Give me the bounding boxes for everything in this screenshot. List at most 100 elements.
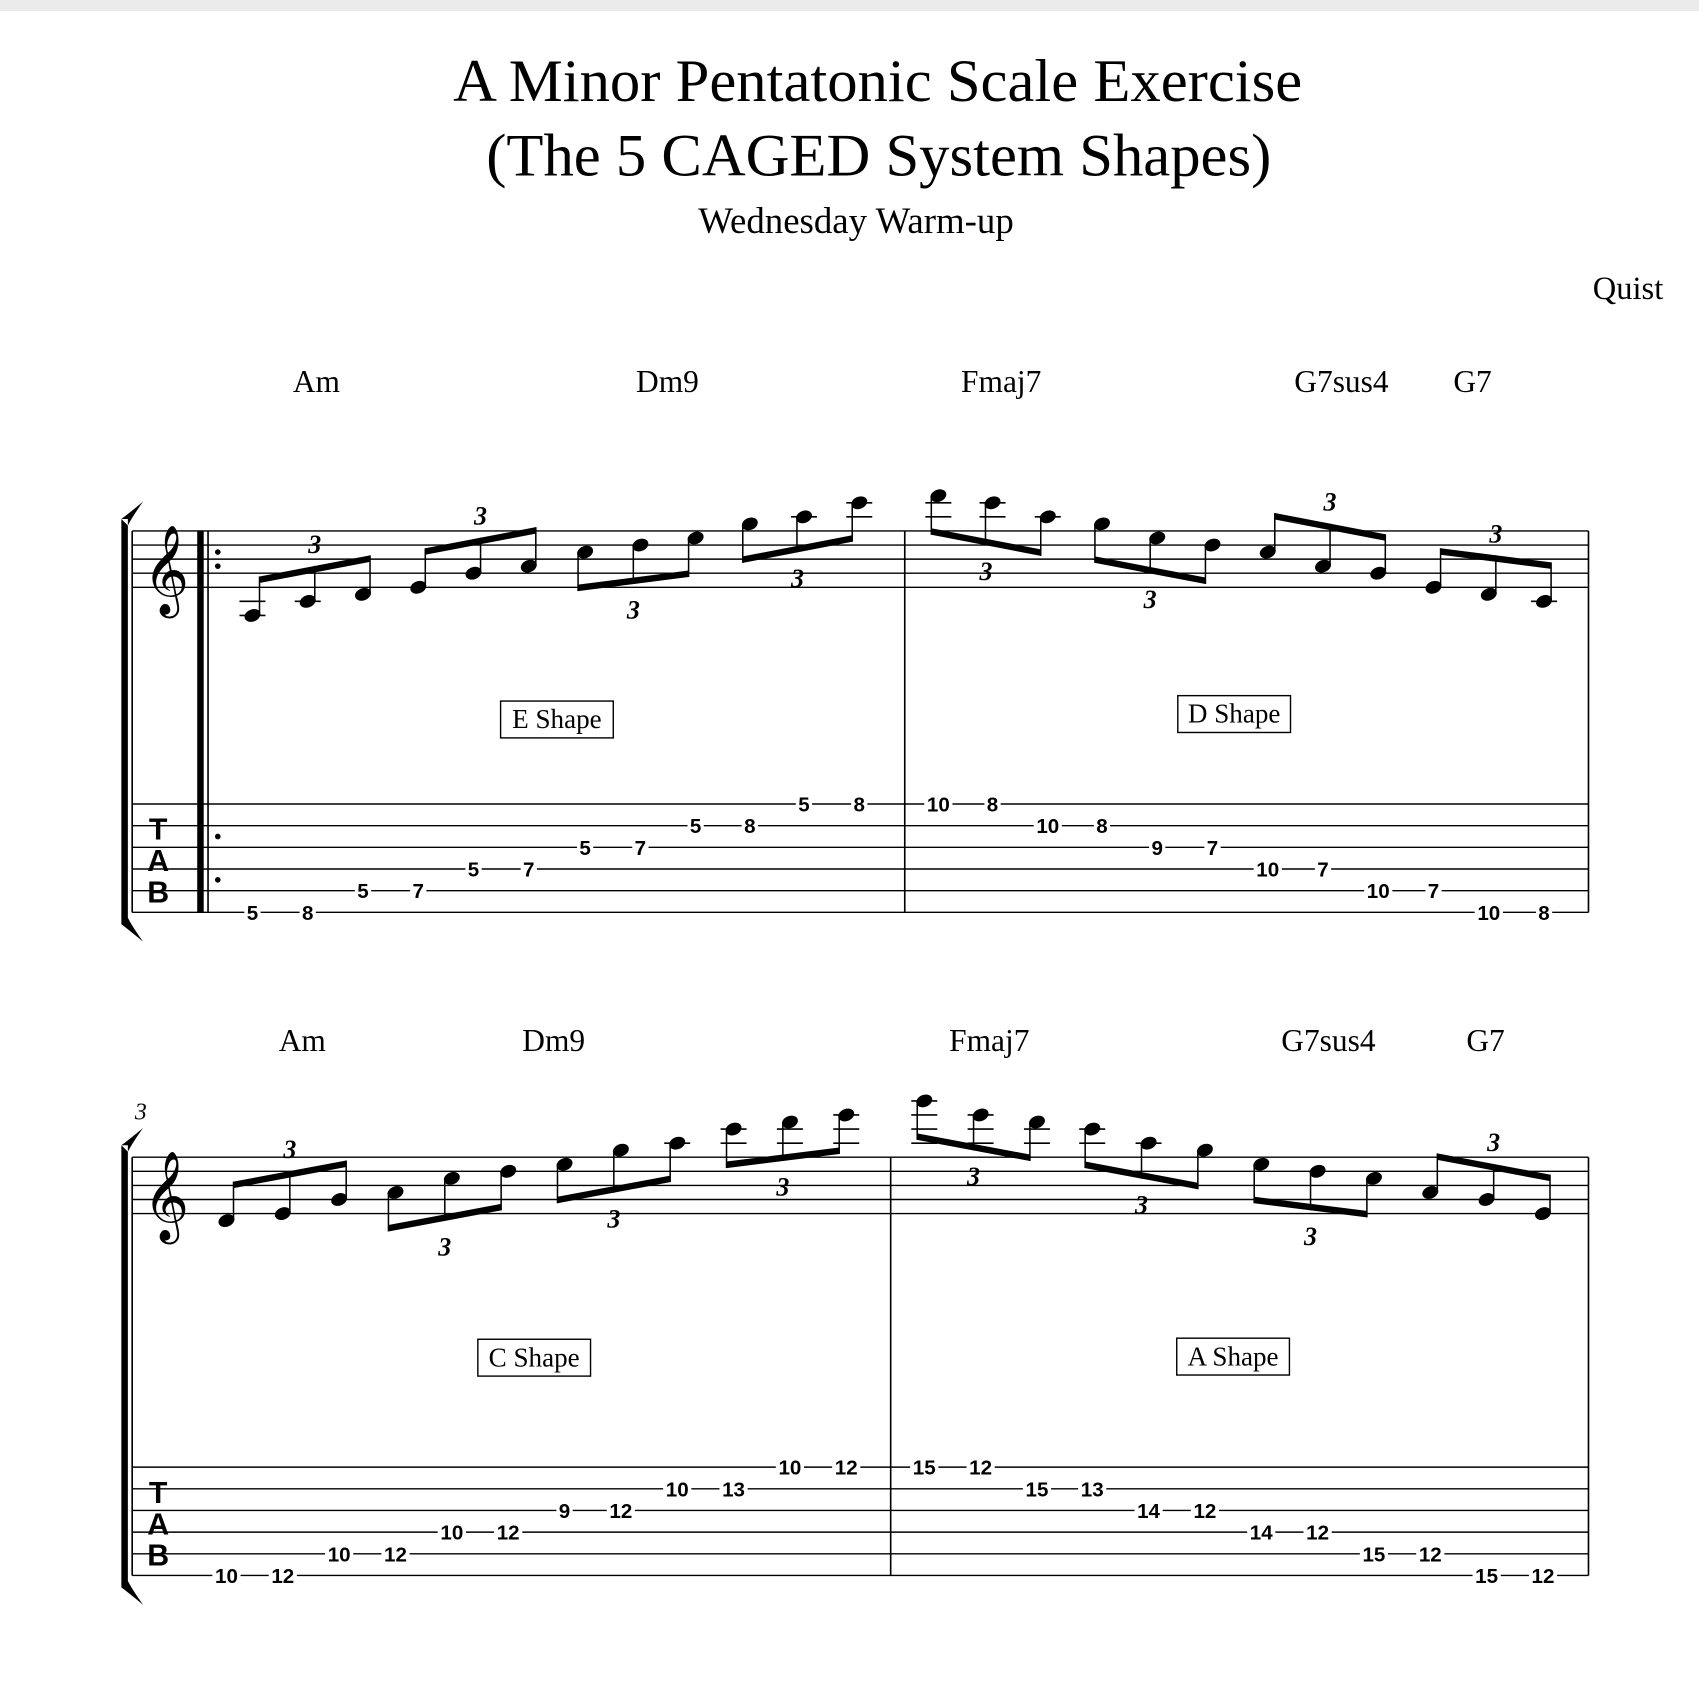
tab-fret-number: 9 bbox=[1152, 837, 1163, 860]
notehead bbox=[299, 594, 316, 608]
tab-fret-number: 12 bbox=[1306, 1522, 1329, 1545]
tab-label-letter: A bbox=[147, 1508, 169, 1541]
tab-number-bg bbox=[1190, 1500, 1219, 1521]
tab-number-bg bbox=[212, 1565, 241, 1586]
repeat-dot bbox=[214, 549, 221, 555]
notehead bbox=[972, 1108, 989, 1122]
title-line-2: (The 5 CAGED System Shapes) bbox=[486, 123, 1271, 190]
system-bracket bbox=[121, 501, 144, 942]
tab-fret-number: 12 bbox=[271, 1565, 294, 1588]
beam bbox=[388, 1203, 502, 1232]
chord-symbol: G7 bbox=[1453, 364, 1491, 399]
tab-number-bg bbox=[1149, 837, 1166, 858]
tab-fret-number: 10 bbox=[328, 1543, 351, 1566]
tab-number-bg bbox=[381, 1544, 410, 1564]
repeat-thick-bar bbox=[197, 530, 204, 913]
triplet-number: 3 bbox=[626, 596, 640, 625]
tab-fret-number: 14 bbox=[1250, 1522, 1273, 1545]
repeat-dot bbox=[214, 563, 221, 569]
shape-box bbox=[1176, 1337, 1291, 1376]
notehead bbox=[1315, 559, 1331, 573]
beam bbox=[742, 535, 853, 563]
tab-number-bg bbox=[687, 815, 704, 836]
tab-label-letter: B bbox=[147, 1540, 169, 1573]
notehead bbox=[1480, 587, 1497, 601]
shape-label: A Shape bbox=[1188, 1341, 1279, 1371]
beam bbox=[425, 527, 536, 555]
tab-fret-number: 12 bbox=[497, 1522, 520, 1545]
tab-number-bg bbox=[520, 859, 537, 879]
notehead bbox=[1425, 580, 1442, 594]
beam bbox=[1085, 1161, 1198, 1190]
system-1: 𝄞 TAB Am Dm9 Fmaj7 G7sus4 G7 E Shape D Shape 5 8 5 3… bbox=[121, 364, 1590, 942]
triplet-number: 3 bbox=[979, 557, 993, 586]
notehead bbox=[687, 531, 704, 545]
notehead bbox=[410, 580, 427, 594]
tab-number-bg bbox=[576, 837, 594, 858]
notehead bbox=[838, 1108, 855, 1122]
tab-fret-number: 8 bbox=[302, 902, 313, 925]
notehead bbox=[930, 489, 947, 503]
repeat-dot bbox=[214, 877, 221, 883]
tab-fret-number: 10 bbox=[215, 1565, 238, 1588]
tab-fret-number: 7 bbox=[1428, 880, 1439, 903]
tab-number-bg bbox=[1314, 859, 1332, 879]
tab-number-bg bbox=[832, 1457, 861, 1477]
notehead bbox=[1370, 566, 1387, 580]
notehead bbox=[1309, 1164, 1326, 1178]
tab-fret-number: 12 bbox=[609, 1500, 632, 1523]
tab-fret-number: 7 bbox=[1317, 859, 1328, 882]
chord-symbol: Am bbox=[279, 1023, 326, 1058]
tab-fret-number: 10 bbox=[927, 794, 950, 817]
notehead bbox=[274, 1207, 291, 1220]
tab-number-bg bbox=[268, 1565, 297, 1586]
tab-fret-number: 10 bbox=[440, 1522, 463, 1545]
tab-number-bg bbox=[354, 880, 372, 901]
triplet-number: 3 bbox=[473, 502, 487, 531]
tab-fret-number: 12 bbox=[1532, 1565, 1555, 1588]
notehead bbox=[443, 1171, 460, 1185]
tab-fret-number: 8 bbox=[1538, 902, 1549, 925]
tab-fret-number: 14 bbox=[1137, 1500, 1160, 1523]
shape-label: E Shape bbox=[512, 704, 601, 734]
notehead bbox=[796, 510, 812, 524]
tab-label-letter: A bbox=[147, 845, 169, 878]
triplet-number: 3 bbox=[1143, 585, 1157, 614]
tab-number-bg bbox=[1535, 902, 1553, 923]
tab-fret-number: 5 bbox=[247, 902, 258, 925]
chord-symbol: G7 bbox=[1466, 1023, 1504, 1058]
notehead bbox=[1149, 531, 1166, 545]
notehead bbox=[1535, 1207, 1551, 1220]
triplet-number: 3 bbox=[282, 1135, 296, 1164]
notehead bbox=[218, 1214, 235, 1228]
notehead bbox=[632, 538, 649, 552]
beam bbox=[931, 528, 1041, 556]
title-line-1: A Minor Pentatonic Scale Exercise bbox=[453, 48, 1302, 115]
notehead bbox=[331, 1193, 348, 1206]
tab-label-letter: B bbox=[147, 877, 169, 910]
beam bbox=[1440, 548, 1552, 569]
tab-number-bg bbox=[719, 1479, 748, 1499]
chord-symbol: G7sus4 bbox=[1281, 1023, 1376, 1058]
chord-symbol: Dm9 bbox=[522, 1023, 585, 1058]
tab-fret-number: 7 bbox=[413, 880, 424, 903]
top-bar bbox=[0, 0, 1699, 11]
notehead bbox=[500, 1164, 517, 1178]
tab-fret-number: 12 bbox=[835, 1457, 858, 1480]
notehead bbox=[577, 545, 594, 559]
beam bbox=[1274, 513, 1386, 541]
notehead bbox=[1422, 1186, 1439, 1199]
tab-fret-number: 13 bbox=[1081, 1478, 1104, 1501]
tab-number-bg bbox=[1022, 1479, 1052, 1499]
notehead bbox=[1365, 1171, 1382, 1185]
triplet-number: 3 bbox=[437, 1233, 451, 1262]
shape-label: D Shape bbox=[1188, 699, 1280, 729]
triplet-number: 3 bbox=[790, 564, 804, 593]
tab-number-bg bbox=[663, 1479, 692, 1499]
tab-number-bg bbox=[1033, 815, 1062, 836]
tab-number-bg bbox=[795, 794, 813, 814]
tab-number-bg bbox=[1093, 815, 1111, 836]
tab-fret-number: 8 bbox=[854, 794, 865, 817]
tab-fret-number: 10 bbox=[778, 1457, 801, 1480]
